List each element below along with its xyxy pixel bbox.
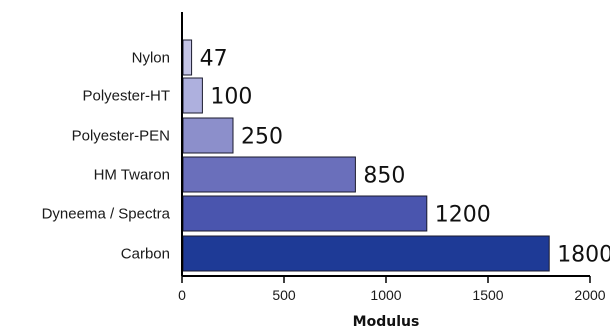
value-label: 1800 [557,243,610,268]
bar-polyester-pen [182,117,234,154]
value-label: 850 [363,164,405,189]
x-tick-label: 2000 [574,287,605,303]
category-label: Carbon [121,246,170,263]
bar-carbon [182,235,550,272]
value-label: 250 [241,125,283,150]
x-axis-title: Modulus [353,314,420,330]
bar-dyneema-spectra [182,195,428,232]
x-tick-label: 1500 [472,287,503,303]
value-label: 47 [200,47,228,72]
x-tick-label: 0 [178,287,186,303]
category-label: Dyneema / Spectra [42,206,171,223]
x-ticks-group: 0 500 1000 1500 2000 [178,276,606,303]
bar-hm-twaron [182,156,356,193]
bars-group [182,39,550,272]
bar-polyester-ht [182,77,203,114]
category-labels-group: Nylon Polyester-HT Polyester-PEN HM Twaron D… [42,50,171,263]
category-label: Nylon [132,50,170,67]
category-label: HM Twaron [94,167,170,184]
value-label: 1200 [435,203,491,228]
bar-nylon [182,39,193,76]
category-label: Polyester-PEN [72,128,170,145]
value-labels-group: 47 100 250 850 1200 1800 [200,47,610,268]
category-label: Polyester-HT [82,88,170,105]
x-tick-label: 1000 [370,287,401,303]
value-label: 100 [210,85,252,110]
x-tick-label: 500 [272,287,296,303]
